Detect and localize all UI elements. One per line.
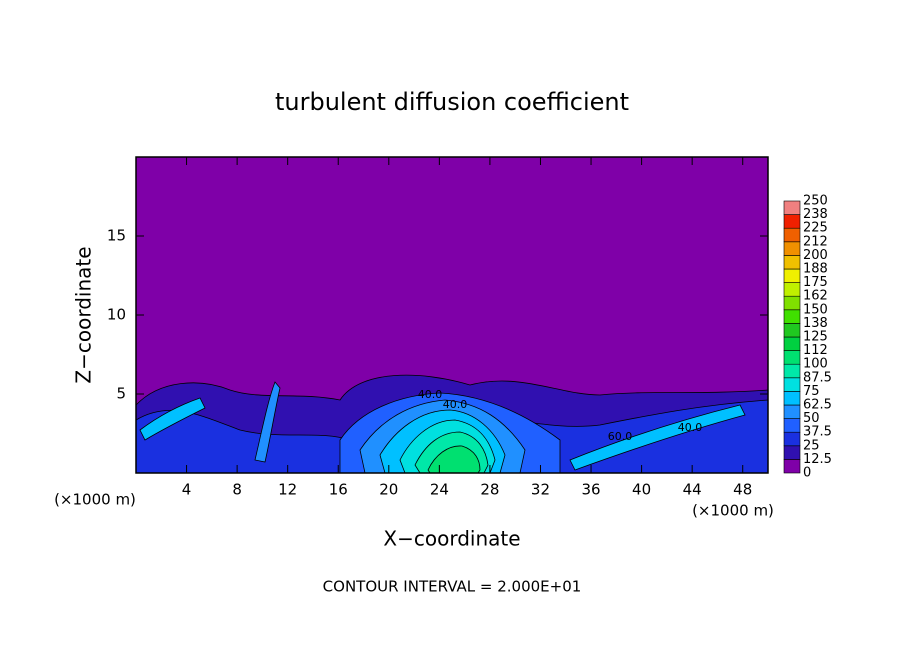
x-tick-label: 40 xyxy=(632,481,651,499)
x-tick-label: 24 xyxy=(430,481,449,499)
colorbar-bin xyxy=(783,363,801,379)
colorbar-label: 238 xyxy=(803,207,828,222)
colorbar-bin xyxy=(783,431,801,447)
colorbar-label: 0 xyxy=(803,466,811,481)
colorbar-label: 12.5 xyxy=(803,452,832,467)
y-tick-label: 5 xyxy=(116,385,126,403)
contour-label: 40.0 xyxy=(443,398,468,411)
colorbar-label: 138 xyxy=(803,316,828,331)
colorbar-label: 87.5 xyxy=(803,370,832,385)
colorbar-bin xyxy=(783,377,801,392)
field-region xyxy=(427,445,481,474)
colorbar-bin xyxy=(783,350,801,365)
colorbar-label: 50 xyxy=(803,411,820,426)
colorbar-bin xyxy=(783,391,801,406)
colorbar-label: 62.5 xyxy=(803,398,832,413)
x-tick-label: 4 xyxy=(182,481,192,499)
colorbar-label: 175 xyxy=(803,275,828,290)
field-region xyxy=(254,381,281,463)
contour-label: 40.0 xyxy=(678,421,703,434)
colorbar-label: 25 xyxy=(803,438,820,453)
colorbar-bin xyxy=(783,227,801,243)
colorbar-bin xyxy=(783,445,801,460)
x-unit-label: (×1000 m) xyxy=(54,491,136,509)
colorbar-bin xyxy=(783,418,801,433)
contour-label: 40.0 xyxy=(418,388,443,401)
colorbar-label: 162 xyxy=(803,289,828,304)
colorbar-label: 100 xyxy=(803,357,828,372)
colorbar-bin xyxy=(783,323,801,338)
colorbar-label: 212 xyxy=(803,234,828,249)
colorbar-bin xyxy=(783,309,801,324)
colorbar-label: 150 xyxy=(803,302,828,317)
colorbar-label: 200 xyxy=(803,248,828,263)
footnote: CONTOUR INTERVAL = 2.000E+01 xyxy=(323,578,582,596)
colorbar-bin xyxy=(783,336,801,351)
colorbar-label: 125 xyxy=(803,330,828,345)
contour-field xyxy=(135,157,769,474)
colorbar-label: 250 xyxy=(803,194,828,209)
x-tick-label: 44 xyxy=(683,481,702,499)
x-tick-label: 8 xyxy=(232,481,242,499)
colorbar-label: 188 xyxy=(803,262,828,277)
colorbar-bin xyxy=(783,282,801,297)
x-tick-label: 48 xyxy=(733,481,752,499)
x-unit-label: (×1000 m) xyxy=(692,502,774,520)
y-axis-label: Z−coordinate xyxy=(72,246,96,383)
x-tick-label: 36 xyxy=(581,481,600,499)
field-region xyxy=(139,397,206,441)
x-axis-label: X−coordinate xyxy=(383,527,520,551)
colorbar-bin xyxy=(783,255,801,270)
colorbar-bin xyxy=(783,200,801,215)
colorbar-bin xyxy=(783,214,801,229)
colorbar-label: 112 xyxy=(803,343,828,358)
chart-title: turbulent diffusion coefficient xyxy=(275,88,629,116)
x-tick-label: 12 xyxy=(278,481,297,499)
contour-label: 60.0 xyxy=(608,430,633,443)
field-region xyxy=(569,404,746,471)
colorbar-label: 37.5 xyxy=(803,425,832,440)
colorbar-label: 75 xyxy=(803,384,820,399)
colorbar-bin xyxy=(783,241,801,256)
x-tick-label: 28 xyxy=(480,481,499,499)
x-tick-label: 16 xyxy=(329,481,348,499)
x-tick-label: 32 xyxy=(531,481,550,499)
colorbar-bin xyxy=(783,295,801,311)
colorbar-bin xyxy=(783,404,801,419)
y-tick-label: 15 xyxy=(107,227,126,245)
y-tick-label: 10 xyxy=(107,306,126,324)
colorbar-bin xyxy=(783,459,801,474)
colorbar-bin xyxy=(783,268,801,283)
colorbar-label: 225 xyxy=(803,221,828,236)
x-tick-label: 20 xyxy=(379,481,398,499)
